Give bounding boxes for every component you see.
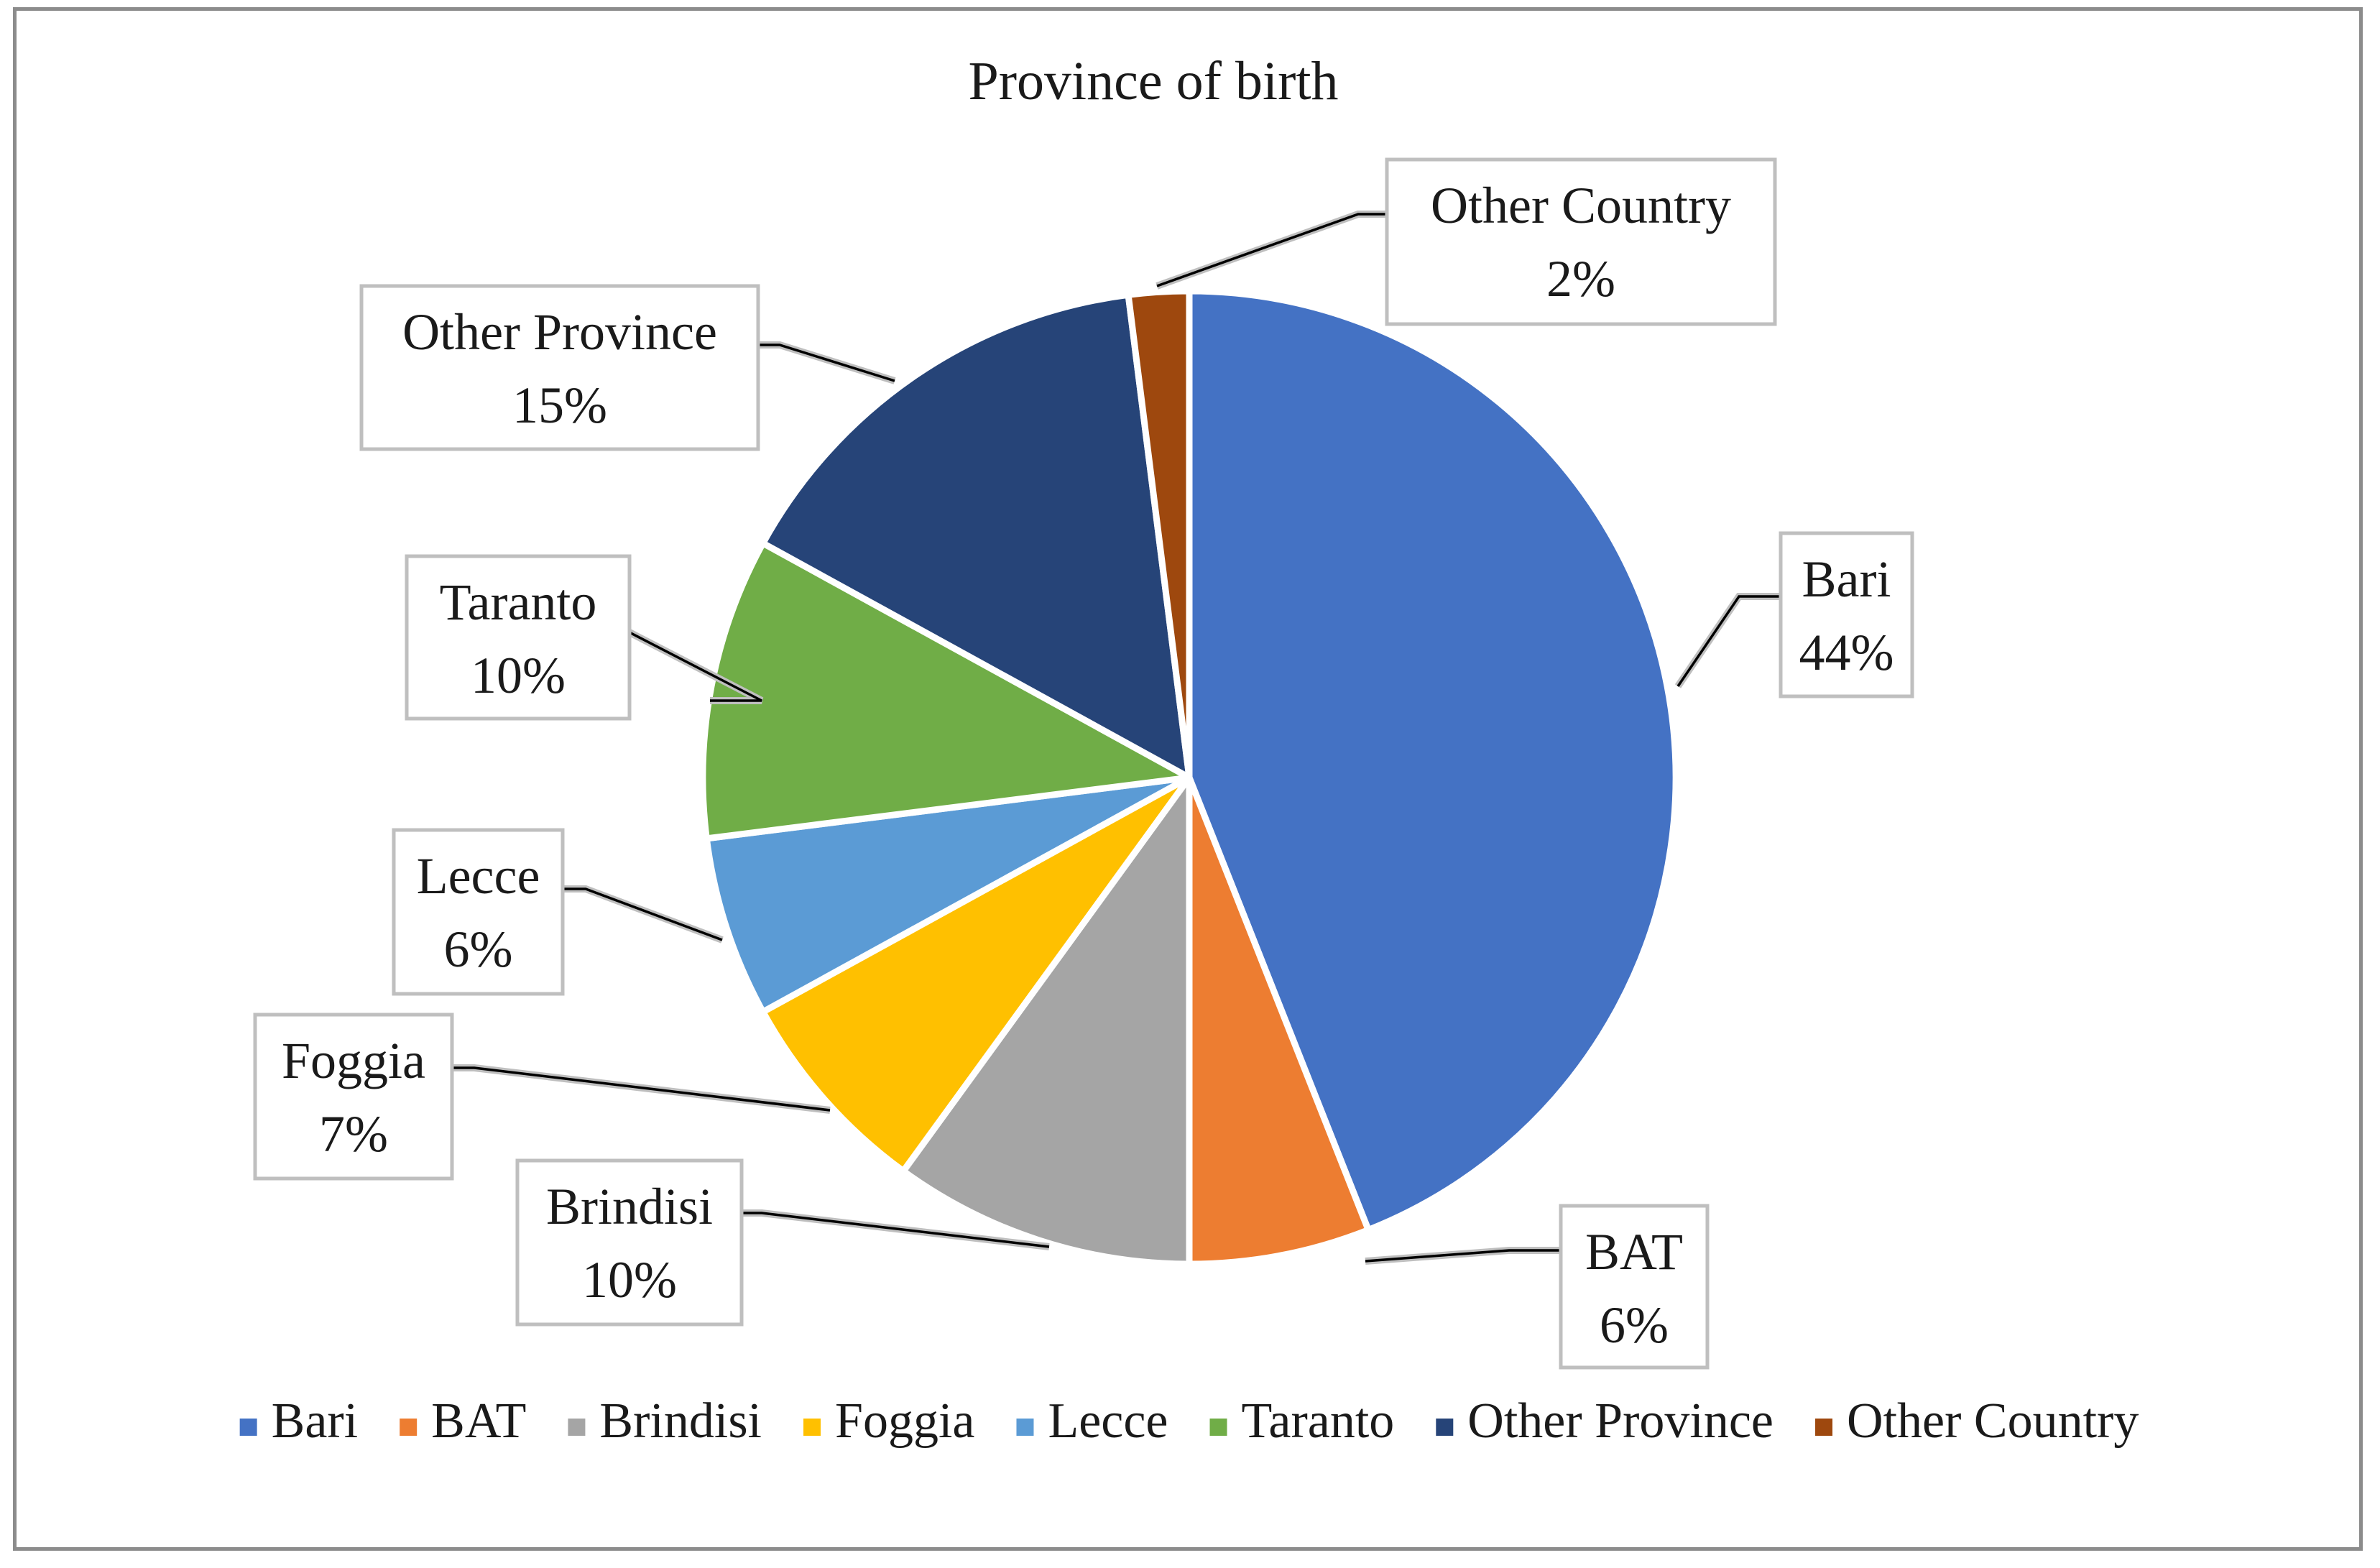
callout-other-country: Other Country 2%: [1385, 157, 1777, 326]
pie-slice-bat: [1186, 774, 1372, 1268]
callout-box: [1559, 1204, 1710, 1370]
legend-label: Other Province: [1467, 1393, 1774, 1449]
callout-percent: 6%: [1600, 1296, 1669, 1354]
callout-box: [359, 284, 760, 451]
pie-slice-taranto: [699, 540, 1193, 842]
legend-item-other-country: Other Country: [1815, 1393, 2139, 1449]
callout-foggia: Foggia 7%: [253, 1013, 454, 1181]
callout-brindisi: Brindisi 10%: [515, 1158, 744, 1327]
leader-line: [758, 343, 895, 382]
legend-label: Bari: [272, 1393, 359, 1449]
callout-label: Taranto: [440, 573, 597, 631]
leader-line: [452, 1066, 831, 1112]
legend-label: Other Country: [1847, 1393, 2139, 1449]
callout-bat: BAT 6%: [1559, 1204, 1710, 1370]
leader-line: [742, 1212, 1050, 1248]
callout-label: Other Country: [1431, 177, 1731, 234]
callout-box: [405, 554, 632, 721]
legend-swatch: [400, 1419, 418, 1436]
callout-other-province: Other Province 15%: [359, 284, 760, 451]
legend-label: Lecce: [1048, 1393, 1168, 1449]
chart-title: Province of birth: [968, 51, 1338, 111]
leader-line: [1676, 595, 1781, 687]
callout-lecce: Lecce 6%: [392, 828, 565, 996]
pie-slice-brindisi: [900, 774, 1193, 1268]
callout-box: [515, 1158, 744, 1327]
legend-label: Brindisi: [599, 1393, 762, 1449]
callout-label: Bari: [1802, 550, 1891, 608]
legend-swatch: [803, 1419, 821, 1436]
pie-slice-lecce: [703, 774, 1193, 1015]
leader-line: [1156, 213, 1387, 287]
pie-slice-other-country: [1125, 287, 1193, 781]
callout-percent: 6%: [444, 921, 513, 978]
legend-swatch: [1209, 1419, 1227, 1436]
callout-box: [1385, 157, 1777, 326]
pie-slice-foggia: [760, 774, 1193, 1175]
legend-label: BAT: [431, 1393, 526, 1449]
legend-item-foggia: Foggia: [803, 1393, 974, 1449]
legend-item-bat: BAT: [400, 1393, 526, 1449]
legend-item-other-province: Other Province: [1436, 1393, 1774, 1449]
callout-bari: Bari 44%: [1779, 531, 1914, 698]
callout-label: Foggia: [282, 1032, 425, 1089]
callout-percent: 2%: [1546, 250, 1615, 308]
pie-slice-other-province: [760, 291, 1193, 781]
leader-line: [1365, 1249, 1561, 1263]
callout-label: Other Province: [402, 303, 717, 361]
callout-percent: 10%: [471, 647, 566, 704]
callout-box: [1779, 531, 1914, 698]
legend-swatch: [1436, 1419, 1454, 1436]
callout-percent: 7%: [319, 1105, 388, 1163]
legend-swatch: [1815, 1419, 1833, 1436]
legend-item-taranto: Taranto: [1209, 1393, 1395, 1449]
legend-item-brindisi: Brindisi: [568, 1393, 762, 1449]
callout-label: Brindisi: [546, 1178, 713, 1235]
pie-slice-bari: [1186, 287, 1679, 1233]
callout-percent: 15%: [512, 377, 607, 434]
leader-line: [629, 631, 762, 702]
callout-box: [392, 828, 565, 996]
leader-line-halo: [1156, 211, 1387, 290]
leader-line: [563, 887, 723, 941]
callout-percent: 44%: [1799, 624, 1894, 681]
legend-swatch: [1016, 1419, 1034, 1436]
legend-swatch: [568, 1419, 586, 1436]
legend-item-bari: Bari: [239, 1393, 359, 1449]
legend-label: Foggia: [835, 1393, 974, 1449]
callout-percent: 10%: [582, 1251, 677, 1309]
callout-taranto: Taranto 10%: [405, 554, 632, 721]
legend-swatch: [239, 1419, 257, 1436]
callout-box: [253, 1013, 454, 1181]
callout-label: BAT: [1585, 1223, 1683, 1281]
callout-label: Lecce: [417, 847, 540, 905]
legend-label: Taranto: [1242, 1393, 1395, 1449]
legend-item-lecce: Lecce: [1016, 1393, 1168, 1449]
